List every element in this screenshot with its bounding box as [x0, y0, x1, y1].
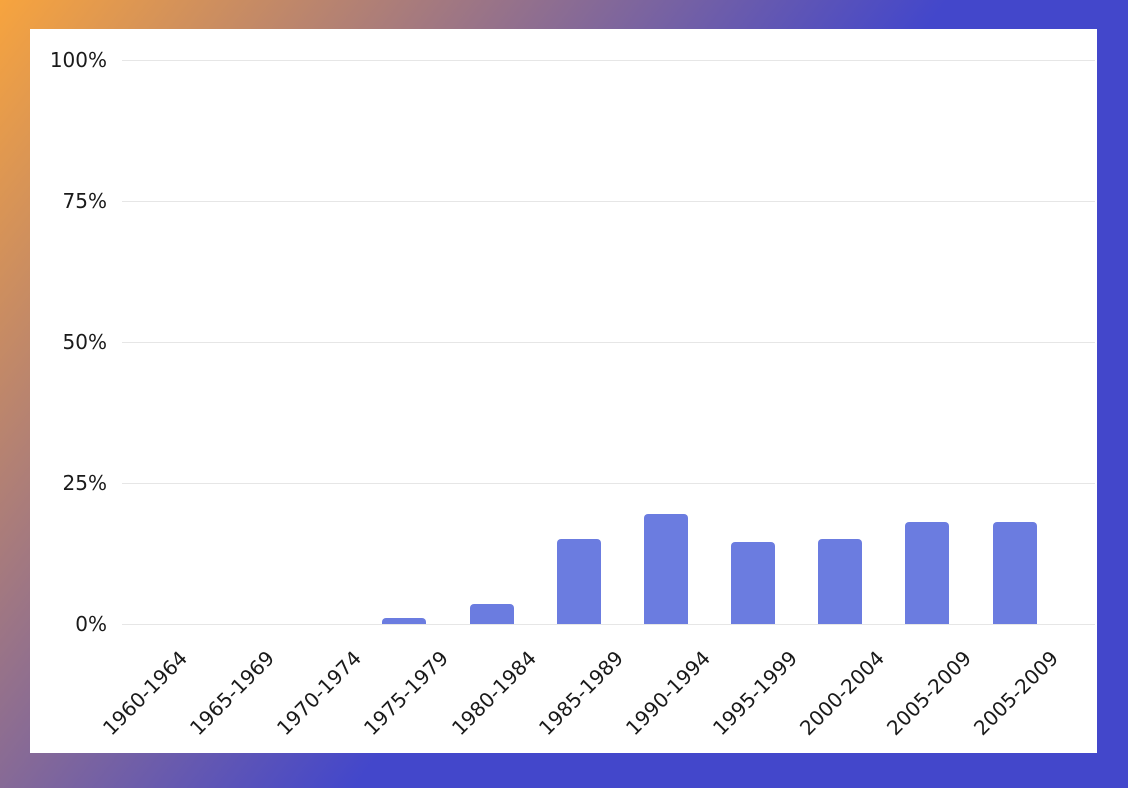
bar[interactable] — [556, 539, 601, 624]
x-tick-label: 1965-1969 — [185, 646, 280, 741]
y-tick-label: 0% — [75, 612, 107, 636]
x-tick-label: 2005-2009 — [882, 646, 977, 741]
y-tick-label: 25% — [62, 471, 107, 495]
gridline — [122, 342, 1095, 343]
y-tick-label: 75% — [62, 189, 107, 213]
chart-panel: 0% 25% 50% 75% 100% 1960-1964 1965-1969 1970-1… — [30, 29, 1097, 753]
gridline — [122, 624, 1095, 625]
x-tick-label: 2005-2009 — [969, 646, 1064, 741]
x-tick-label: 1980-1984 — [446, 646, 541, 741]
x-tick-label: 1990-1994 — [620, 646, 715, 741]
x-tick-label: 1975-1979 — [359, 646, 454, 741]
gridline — [122, 60, 1095, 61]
bar[interactable] — [382, 618, 427, 624]
bar[interactable] — [469, 604, 514, 624]
bar[interactable] — [818, 539, 863, 624]
x-tick-label: 1960-1964 — [97, 646, 192, 741]
bar[interactable] — [643, 514, 688, 624]
x-tick-label: 1995-1999 — [707, 646, 803, 741]
x-tick-label: 2000-2004 — [795, 646, 890, 741]
x-tick-label: 1970-1974 — [272, 646, 367, 741]
gridline — [122, 483, 1095, 484]
x-tick-label: 1985-1989 — [533, 646, 628, 741]
bar[interactable] — [905, 522, 950, 624]
bar[interactable] — [731, 542, 776, 624]
y-tick-label: 100% — [49, 48, 107, 72]
gridline — [122, 201, 1095, 202]
y-tick-label: 50% — [62, 330, 107, 354]
bar[interactable] — [992, 522, 1037, 624]
